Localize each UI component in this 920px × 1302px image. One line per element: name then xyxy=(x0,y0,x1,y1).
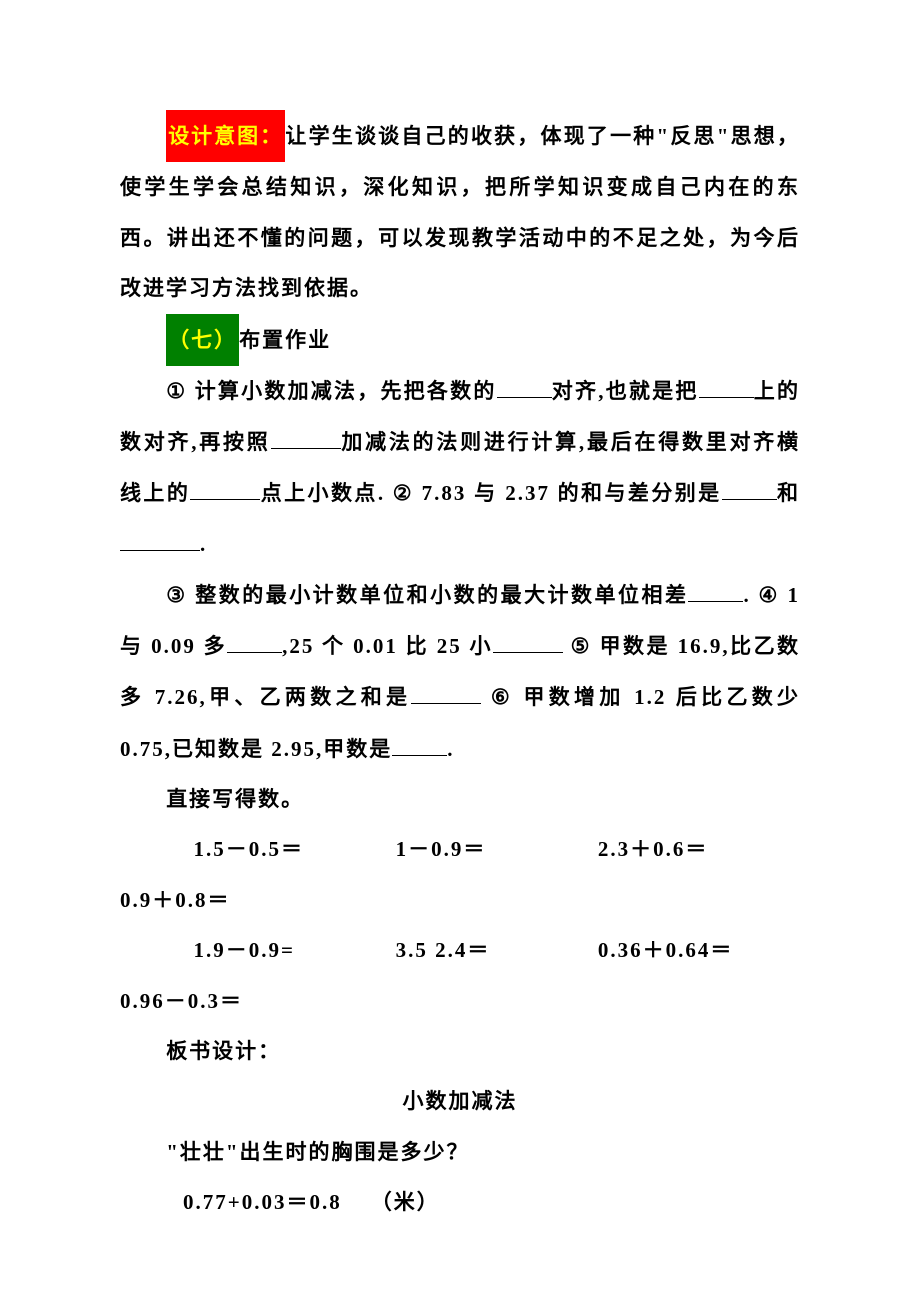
q4-part-c xyxy=(563,634,571,658)
question-1-2: ① 计算小数加减法，先把各数的对齐,也就是把上的数对齐,再按照加减法的法则进行计… xyxy=(120,366,800,570)
calc-item: 0.36＋0.64＝ xyxy=(598,925,800,975)
q1-part-b: 对齐,也就是把 xyxy=(552,379,699,403)
calc-item: 1.5－0.5＝ xyxy=(194,824,396,874)
board-heading: 小数加减法 xyxy=(120,1076,800,1126)
design-intent-label: 设计意图： xyxy=(166,110,285,162)
calc-row-2: 1.9－0.9= 3.5 2.4＝ 0.36＋0.64＝ xyxy=(194,925,801,975)
blank-input[interactable] xyxy=(271,428,341,449)
question-3-6: ③ 整数的最小计数单位和小数的最大计数单位相差. ④ 1 与 0.09 多,25… xyxy=(120,570,800,775)
calc-row-1: 1.5－0.5＝ 1－0.9＝ 2.3＋0.6＝ xyxy=(194,824,801,874)
q2-part-a: 7.83 与 2.37 的和与差分别是 xyxy=(414,481,722,505)
blank-input[interactable] xyxy=(493,632,563,653)
q2-part-b: 和 xyxy=(777,481,800,505)
num-6-icon: ⑥ xyxy=(491,686,514,709)
document-page: 设计意图：让学生谈谈自己的收获，体现了一种"反思"思想，使学生学会总结知识，深化… xyxy=(0,0,920,1288)
calc-item-wrap: 0.96－0.3＝ xyxy=(120,976,800,1026)
calc-item: 3.5 2.4＝ xyxy=(396,925,598,975)
num-1-icon: ① xyxy=(166,380,187,403)
blank-input[interactable] xyxy=(190,479,260,500)
board-design-title: 板书设计： xyxy=(120,1026,800,1076)
q3-part-b: . xyxy=(743,583,758,607)
blank-input[interactable] xyxy=(392,735,447,756)
blank-input[interactable] xyxy=(688,581,743,602)
board-equation-line: 0.77+0.03＝0.8 （米） xyxy=(120,1177,800,1227)
board-question: "壮壮"出生时的胸围是多少？ xyxy=(120,1127,800,1177)
blank-input[interactable] xyxy=(411,683,481,704)
calc-item: 1－0.9＝ xyxy=(396,824,598,874)
calc-item: 1.9－0.9= xyxy=(194,925,396,975)
q2-part-c: . xyxy=(200,532,207,556)
board-equation: 0.77+0.03＝0.8 xyxy=(183,1190,342,1214)
calc-item: 2.3＋0.6＝ xyxy=(598,824,800,874)
direct-calc-title: 直接写得数。 xyxy=(120,774,800,824)
blank-input[interactable] xyxy=(699,377,754,398)
blank-input[interactable] xyxy=(120,530,200,551)
section-7-label: （七） xyxy=(166,314,239,366)
q4-part-b: ,25 个 0.01 比 25 小 xyxy=(282,634,493,658)
blank-input[interactable] xyxy=(227,632,282,653)
blank-input[interactable] xyxy=(722,479,777,500)
q1-part-e: 点上小数点. xyxy=(260,481,392,505)
board-unit: （米） xyxy=(371,1190,440,1214)
blank-input[interactable] xyxy=(497,377,552,398)
q3-part-a: 整数的最小计数单位和小数的最大计数单位相差 xyxy=(188,583,689,607)
num-3-icon: ③ xyxy=(166,584,187,607)
q6-part-b: . xyxy=(447,737,454,761)
design-intent-para: 设计意图：让学生谈谈自己的收获，体现了一种"反思"思想，使学生学会总结知识，深化… xyxy=(120,110,800,314)
q1-part-a: 计算小数加减法，先把各数的 xyxy=(187,379,496,403)
section-7-title: 布置作业 xyxy=(239,328,331,352)
q5-part-b xyxy=(481,685,491,709)
section-7-heading: （七）布置作业 xyxy=(120,314,800,366)
num-4-icon: ④ xyxy=(758,584,779,607)
num-2-icon: ② xyxy=(393,482,414,505)
num-5-icon: ⑤ xyxy=(571,635,592,658)
calc-item-wrap: 0.9＋0.8＝ xyxy=(120,875,800,925)
